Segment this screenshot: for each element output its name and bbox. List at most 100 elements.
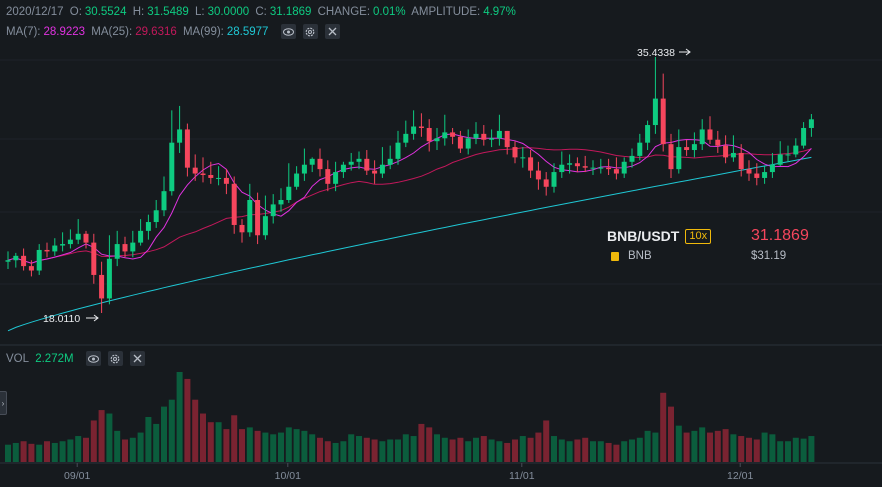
ma-settings-icon[interactable]: [302, 24, 318, 39]
candle-body: [184, 129, 190, 168]
candle-body: [192, 167, 198, 174]
volume-bar: [262, 432, 269, 462]
ma-close-icon[interactable]: [324, 24, 340, 39]
volume-bar: [621, 441, 628, 462]
volume-bar: [317, 437, 323, 462]
vol-eye-icon[interactable]: [85, 351, 101, 366]
candle-body: [520, 157, 526, 159]
candle-body: [535, 170, 541, 180]
candle-body: [512, 147, 518, 158]
candle-body: [372, 170, 378, 174]
candle-body: [808, 119, 814, 128]
candle-body: [574, 163, 580, 167]
volume-bar: [75, 436, 82, 462]
volume-bar: [722, 429, 729, 462]
volume-bar: [504, 442, 511, 462]
volume-bar: [496, 441, 503, 462]
vol-close-icon[interactable]: [129, 351, 145, 366]
candle-body: [489, 138, 495, 140]
candle-body: [91, 242, 97, 275]
ma99-label: MA(99):: [182, 25, 224, 38]
x-tick-label: 12/01: [727, 470, 753, 482]
candle-body: [145, 222, 151, 231]
volume-bar: [777, 441, 784, 462]
volume-bar: [340, 441, 347, 462]
volume-bar: [465, 441, 472, 462]
vol-settings-icon[interactable]: [107, 351, 123, 366]
volume-bar: [574, 439, 581, 462]
volume-bar: [629, 439, 635, 462]
volume-bar: [137, 432, 144, 462]
candle-body: [598, 167, 604, 169]
candle-body: [270, 204, 276, 217]
ma-eye-icon[interactable]: [280, 24, 296, 39]
candle-body: [130, 242, 136, 252]
expand-panel-button[interactable]: ›: [0, 391, 7, 415]
candle-body: [777, 154, 783, 165]
candle-body: [676, 147, 682, 170]
candle-body: [481, 133, 487, 140]
volume-bar: [753, 439, 760, 462]
candle-body: [582, 166, 588, 168]
candle-body: [208, 175, 214, 178]
candle-body: [83, 233, 89, 243]
coin-name: BNB: [628, 250, 652, 262]
candle-body: [762, 172, 768, 178]
high-annotation: 35.4338: [637, 47, 675, 59]
change-value: 0.01%: [373, 6, 406, 18]
candle-body: [465, 138, 471, 149]
last-price: 31.1869: [751, 227, 809, 244]
volume-bar: [699, 427, 706, 462]
vol-value: 2.272M: [35, 352, 74, 365]
volume-bar: [644, 430, 651, 462]
candle-body: [294, 173, 300, 187]
candle-body: [567, 163, 573, 165]
candle-body: [387, 158, 393, 165]
volume-bar: [98, 410, 105, 462]
volume-bar: [543, 420, 550, 462]
volume-bar: [808, 436, 815, 462]
candle-body: [317, 158, 323, 170]
candle-body: [418, 126, 424, 128]
candle-body: [504, 130, 510, 148]
volume-bar: [122, 439, 128, 462]
volume-bar: [473, 437, 479, 462]
volume-bars-group: [5, 372, 815, 462]
ma25-line-group: [7, 147, 812, 264]
volume-bar: [36, 444, 43, 462]
volume-bar: [613, 444, 620, 462]
candle-body: [730, 152, 736, 158]
candle-body: [551, 172, 557, 187]
volume-bar: [324, 441, 331, 462]
volume-bar: [418, 423, 425, 462]
ma25-label: MA(25):: [91, 25, 133, 38]
volume-bar: [161, 406, 167, 462]
candle-body: [590, 167, 596, 169]
candle-body: [606, 167, 612, 170]
candle-body: [707, 129, 713, 140]
volume-bar: [28, 443, 35, 462]
volume-bar: [363, 437, 370, 462]
volume-bar: [449, 439, 456, 462]
ma99-line: [7, 156, 812, 332]
volume-bar: [746, 437, 752, 462]
volume-bar: [434, 434, 440, 462]
volume-bar: [168, 399, 175, 462]
ma7-line-group: [7, 133, 812, 264]
candle-body: [645, 125, 651, 143]
low-annotation: 18.0110: [43, 313, 80, 325]
volume-bar: [527, 437, 534, 462]
candle-body: [621, 161, 627, 174]
volume-bar: [675, 425, 682, 462]
candle-body: [364, 158, 370, 171]
candle-body: [247, 199, 253, 233]
volume-bar: [395, 439, 401, 462]
candle-body: [231, 183, 237, 225]
annotations-group: 35.4338 18.0110: [43, 47, 691, 325]
ma99-line-group: [7, 156, 812, 332]
volume-bar: [20, 441, 27, 462]
volume-bar: [348, 434, 355, 462]
volume-bar: [379, 441, 386, 462]
volume-bar: [792, 437, 799, 462]
